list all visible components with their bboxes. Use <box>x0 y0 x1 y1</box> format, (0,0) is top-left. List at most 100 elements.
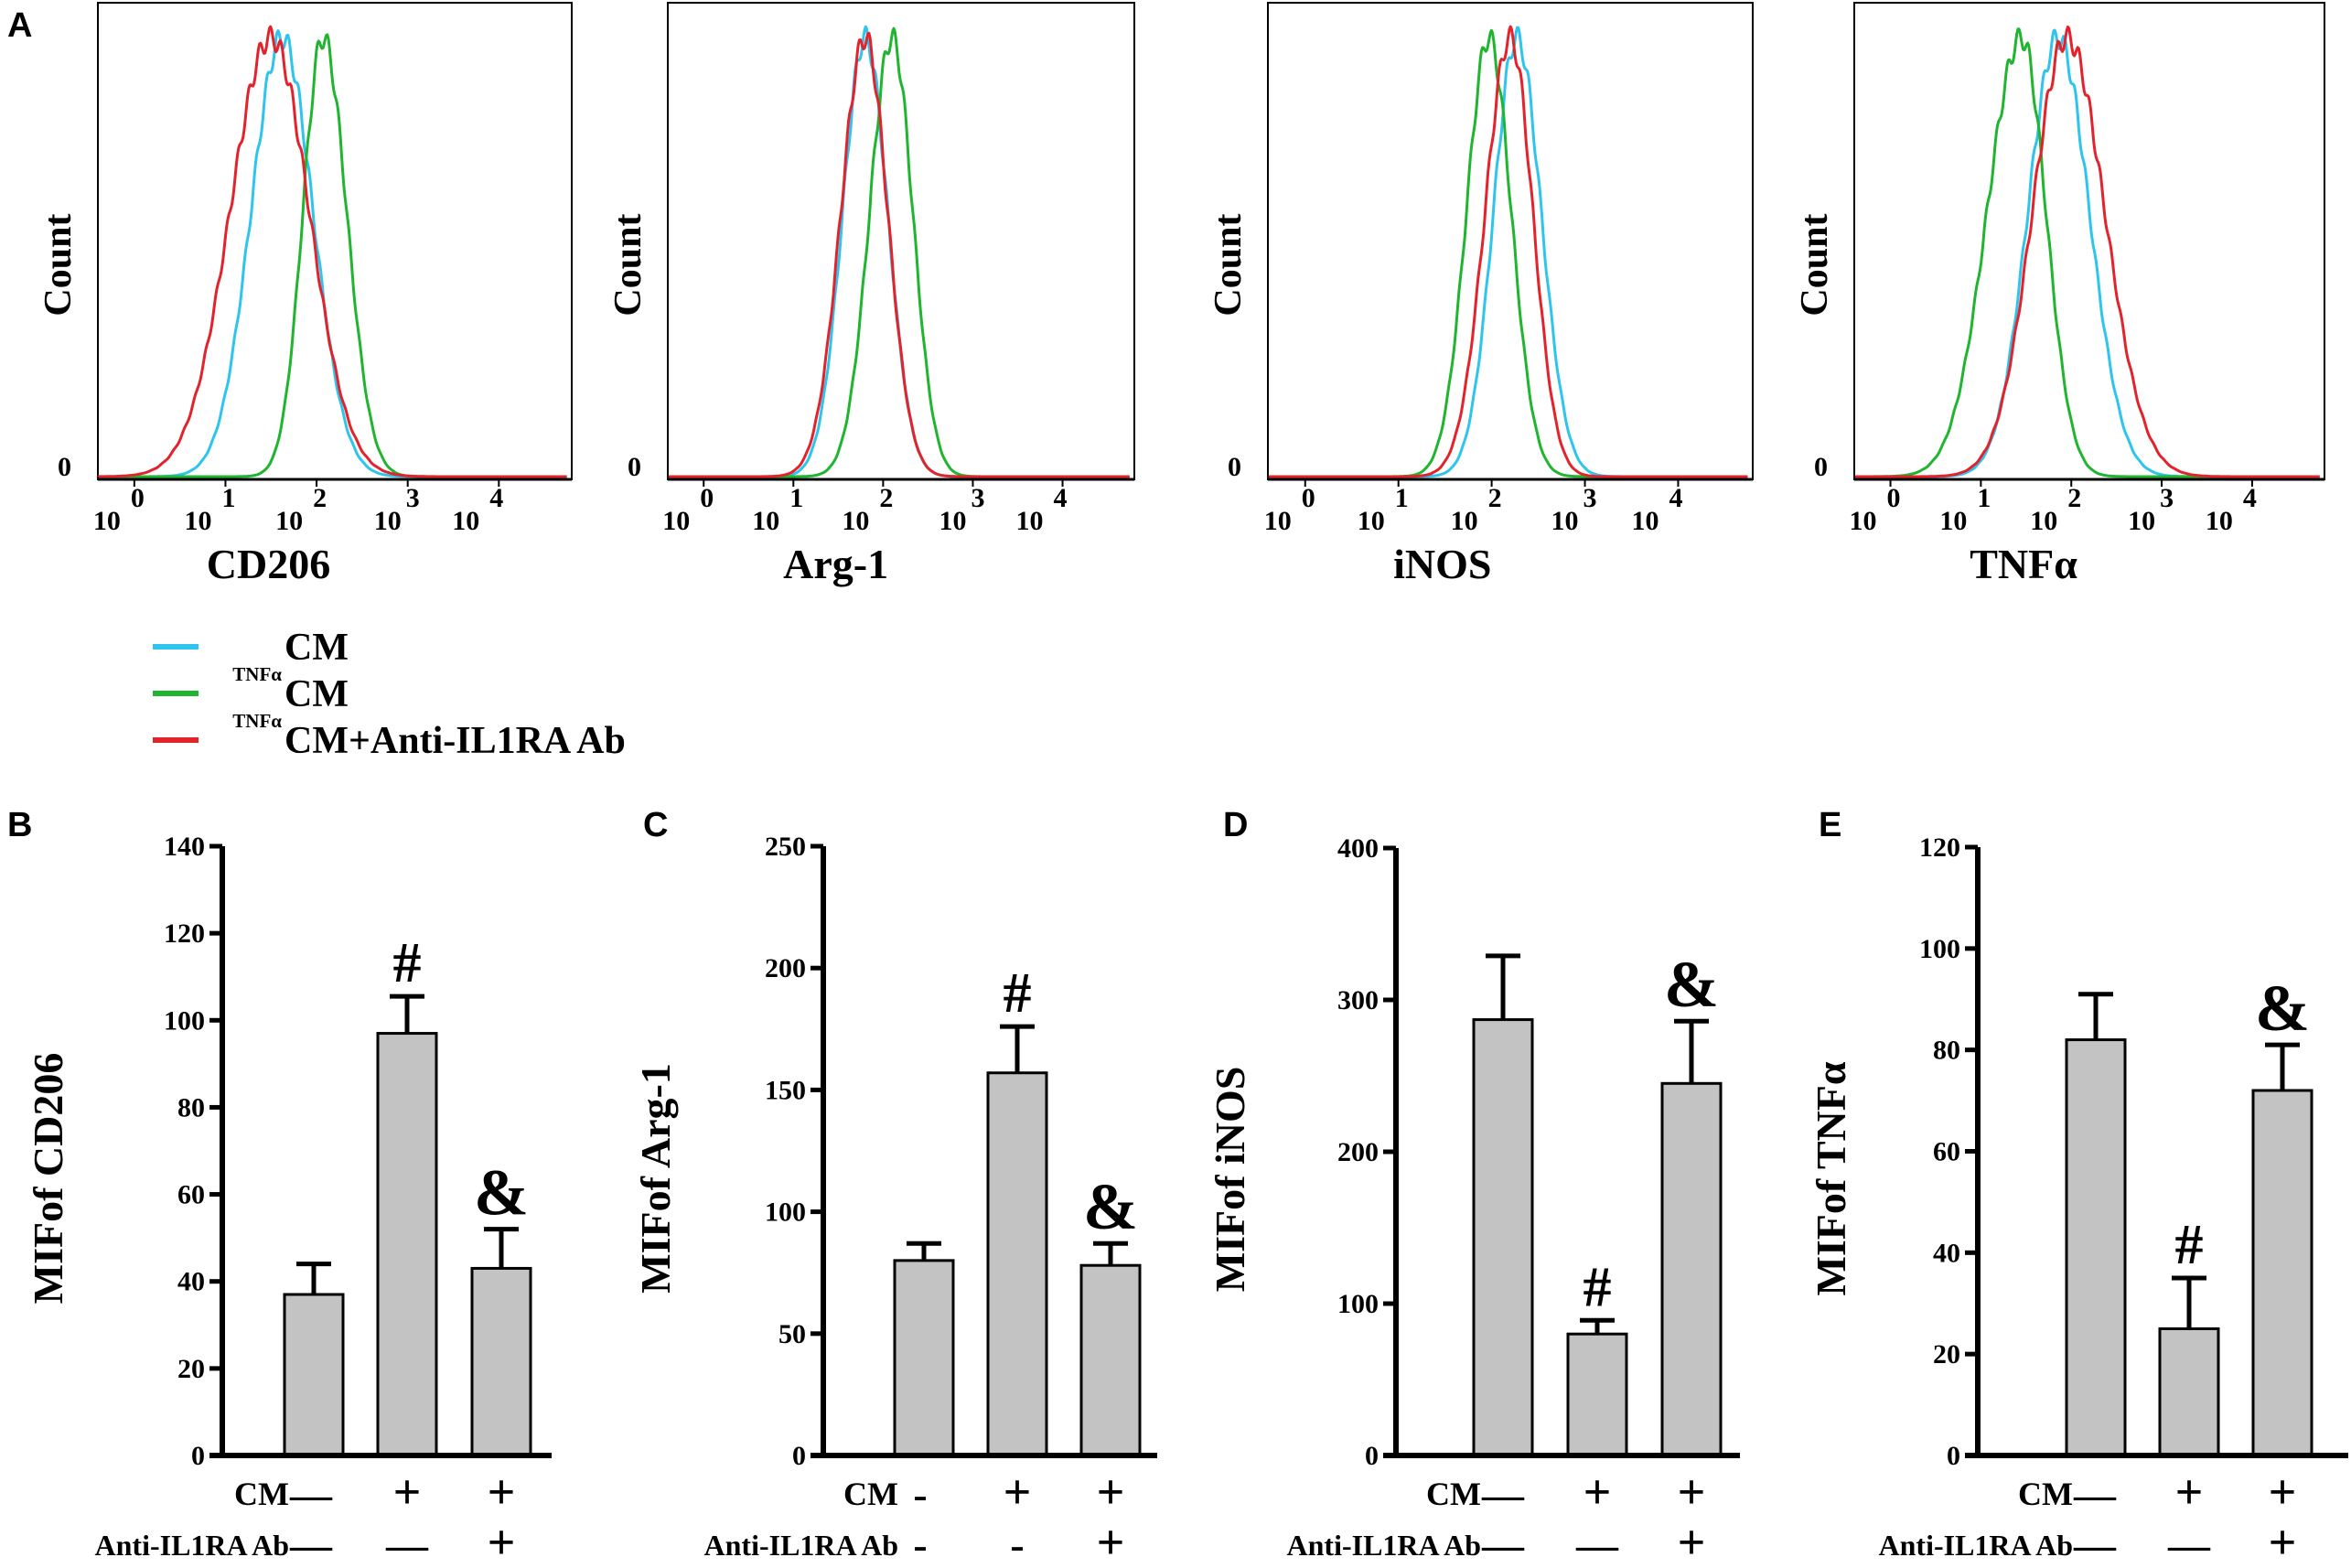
y-tick-label: 150 <box>765 1075 806 1105</box>
condition-row-label-anti-il1ra-ab: Anti-IL1RA Ab <box>1879 1529 2074 1562</box>
bar-1 <box>1566 1332 1628 1457</box>
y-axis-label: MIFof TNFα <box>1808 1061 1854 1295</box>
histogram-frame <box>97 2 573 480</box>
tick-base-label: 10 <box>2030 506 2057 536</box>
condition-row-label-anti-il1ra-ab: Anti-IL1RA Ab <box>704 1529 899 1562</box>
y-tick-label: 250 <box>765 832 806 862</box>
tick-exponent-label: 0 <box>131 483 145 513</box>
legend-superscript: TNFα <box>232 710 282 732</box>
legend-label: CM <box>284 627 349 669</box>
y-axis-label: MIFof iNOS <box>1207 1067 1253 1293</box>
condition-sign: — <box>2073 1471 2117 1518</box>
y-tick-label: 100 <box>765 1197 806 1228</box>
y-tick-label: 20 <box>1933 1339 1960 1369</box>
tick-base-label: 10 <box>275 506 303 536</box>
y-tick-label: 60 <box>177 1180 205 1210</box>
significance-mark: # <box>1583 1256 1612 1318</box>
tick-exponent-label: 4 <box>2243 483 2257 513</box>
tick-exponent-label: 0 <box>1887 483 1901 513</box>
bar-2 <box>470 1266 532 1457</box>
y-tick-label: 50 <box>778 1319 806 1349</box>
tick-exponent-label: 3 <box>1583 483 1597 513</box>
y-axis-label: Count <box>1794 214 1836 317</box>
condition-row-label-cm: CM <box>2018 1476 2073 1512</box>
tick-base-label: 10 <box>1850 506 1877 536</box>
condition-sign: + <box>1678 1465 1706 1520</box>
tick-base-label: 10 <box>452 506 479 536</box>
tick-base-label: 10 <box>1264 506 1292 536</box>
y-tick-label: 60 <box>1933 1137 1960 1167</box>
condition-sign: — <box>385 1521 429 1568</box>
tick-exponent-label: 4 <box>1054 483 1068 513</box>
y-zero-label: 0 <box>628 452 641 482</box>
y-tick-label: 400 <box>1337 833 1379 864</box>
tick-exponent-label: 2 <box>879 483 893 513</box>
legend-item-tnfa_cm_ab: TNFα CM+Anti-IL1RA Ab <box>153 710 626 762</box>
tick-base-label: 10 <box>1551 506 1579 536</box>
tick-exponent-label: 1 <box>1977 483 1991 513</box>
histogram-frame <box>1853 2 2325 480</box>
histogram-frame <box>667 2 1135 480</box>
y-axis-label: MIFof CD206 <box>25 1053 71 1305</box>
legend-label: CM+Anti-IL1RA Ab <box>284 720 626 762</box>
y-tick-label: 40 <box>177 1267 205 1297</box>
tick-base-label: 10 <box>2206 506 2233 536</box>
y-axis-label: Count <box>1208 214 1250 317</box>
panel-letter-e: E <box>1819 806 1841 844</box>
significance-mark: # <box>1004 962 1032 1025</box>
y-tick-label: 200 <box>1337 1137 1379 1167</box>
histogram-panels: 0Count100101102103104CD2060Count10010110… <box>38 2 2325 587</box>
y-tick-label: 0 <box>792 1441 806 1471</box>
bar-2 <box>1660 1081 1723 1457</box>
bar-1 <box>2158 1326 2220 1457</box>
y-zero-label: 0 <box>1814 452 1828 482</box>
legend-item-cm: CM <box>153 627 349 669</box>
tick-base-label: 10 <box>1358 506 1385 536</box>
significance-mark: & <box>1664 948 1719 1021</box>
bar-1 <box>376 1032 438 1457</box>
bar-2 <box>1079 1263 1142 1457</box>
condition-row-label-cm: CM <box>1426 1476 1481 1512</box>
tick-exponent-label: 3 <box>2160 483 2174 513</box>
legend-superscript: TNFα <box>232 663 282 685</box>
condition-sign: + <box>488 1515 516 1568</box>
histogram-curve-tnfa_cm_ab <box>1268 25 1748 478</box>
y-axis-label: Count <box>607 214 649 317</box>
y-tick-label: 100 <box>1337 1289 1379 1319</box>
y-zero-label: 0 <box>58 452 71 482</box>
histogram-curve-tnfa_cm_ab <box>1854 25 2320 478</box>
bar-0 <box>893 1259 955 1457</box>
condition-sign: - <box>913 1471 927 1518</box>
y-tick-label: 20 <box>177 1354 205 1384</box>
y-tick-label: 140 <box>164 832 205 862</box>
panel-letter-d: D <box>1223 806 1248 844</box>
tick-exponent-label: 4 <box>489 483 503 513</box>
condition-sign: + <box>488 1465 516 1520</box>
condition-row-label-cm: CM <box>234 1476 289 1512</box>
condition-sign: + <box>1004 1465 1032 1520</box>
histogram-curve-tnfa_cm_ab <box>668 31 1130 478</box>
condition-sign: + <box>1097 1515 1125 1568</box>
tick-exponent-label: 4 <box>1669 483 1682 513</box>
legend-item-tnfa_cm: TNFα CM <box>153 663 349 715</box>
significance-mark: & <box>2255 972 2310 1045</box>
tick-base-label: 10 <box>939 506 966 536</box>
condition-sign: — <box>2167 1521 2211 1568</box>
tick-exponent-label: 3 <box>971 483 984 513</box>
significance-mark: # <box>2175 1214 2204 1276</box>
condition-sign: - <box>913 1521 927 1568</box>
y-axis-label: MIFof Arg-1 <box>632 1063 679 1294</box>
condition-sign: — <box>2073 1521 2117 1568</box>
significance-mark: & <box>474 1156 529 1230</box>
bar-0 <box>1472 1018 1534 1457</box>
tick-base-label: 10 <box>1631 506 1659 536</box>
condition-row-label-anti-il1ra-ab: Anti-IL1RA Ab <box>1287 1529 1482 1562</box>
y-tick-label: 0 <box>1365 1441 1379 1471</box>
